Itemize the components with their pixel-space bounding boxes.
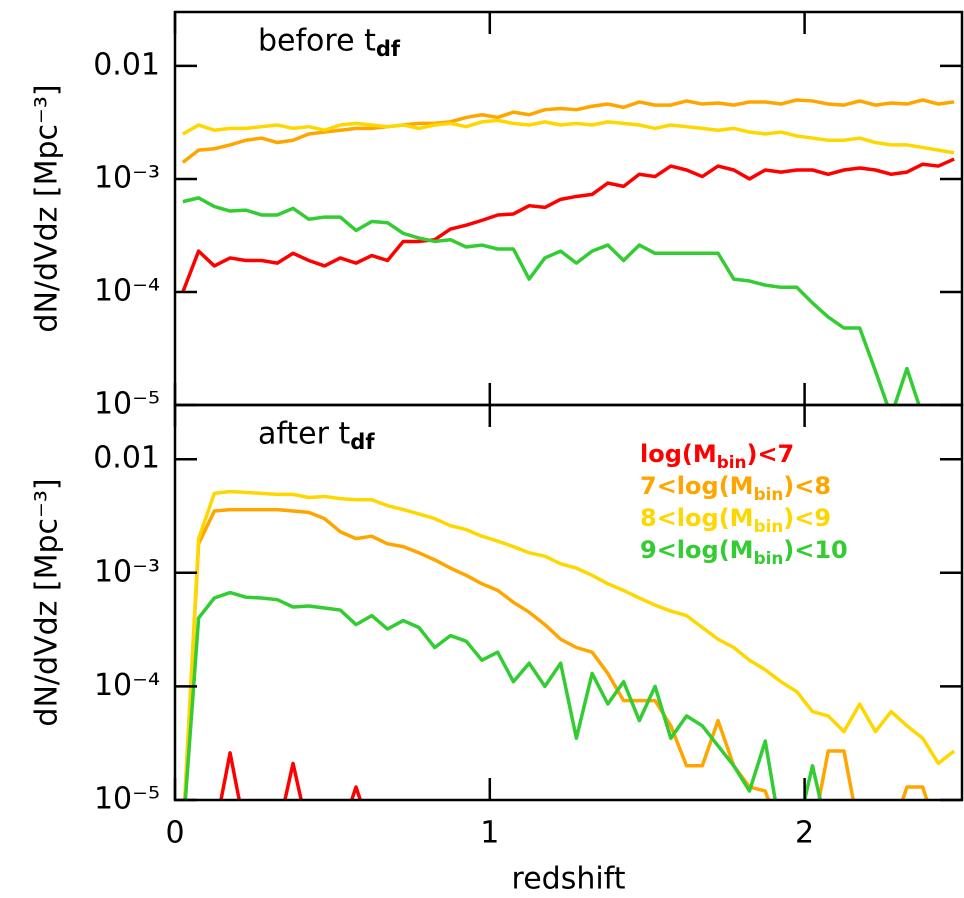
- y-tick-label: 10⁻⁴: [94, 668, 160, 703]
- x-tick-label: 1: [480, 816, 499, 851]
- y-tick-label: 10⁻³: [94, 554, 160, 589]
- annotation: after tdf: [258, 417, 375, 455]
- series-line: [219, 751, 363, 800]
- x-tick-label: 2: [795, 816, 814, 851]
- x-axis-label: redshift: [512, 862, 626, 897]
- y-tick-label: 0.01: [93, 441, 160, 476]
- y-tick-label: 10⁻⁵: [94, 387, 160, 422]
- series-line: [181, 157, 955, 293]
- legend-entry: log(Mbin)<7: [640, 440, 794, 472]
- series-line: [182, 489, 956, 800]
- y-tick-label: 10⁻⁵: [94, 782, 160, 817]
- legend-entry: 7<log(Mbin)<8: [640, 472, 831, 504]
- legend-entry: 9<log(Mbin)<10: [640, 536, 848, 568]
- y-axis-label: dN/dVdz [Mpc⁻³]: [30, 478, 65, 726]
- series-line: [182, 507, 929, 800]
- series-line: [182, 196, 921, 405]
- series-line: [181, 98, 955, 164]
- legend-entry: 8<log(Mbin)<9: [640, 504, 831, 536]
- series-line: [182, 118, 955, 155]
- y-axis-label: dN/dVdz [Mpc⁻³]: [30, 84, 65, 332]
- y-tick-label: 10⁻³: [94, 160, 160, 195]
- plot-frame: [173, 403, 964, 802]
- series-line: [183, 590, 823, 800]
- y-tick-label: 10⁻⁴: [94, 273, 160, 308]
- y-tick-label: 0.01: [93, 47, 160, 82]
- annotation: before tdf: [258, 24, 401, 62]
- x-tick-label: 0: [165, 816, 184, 851]
